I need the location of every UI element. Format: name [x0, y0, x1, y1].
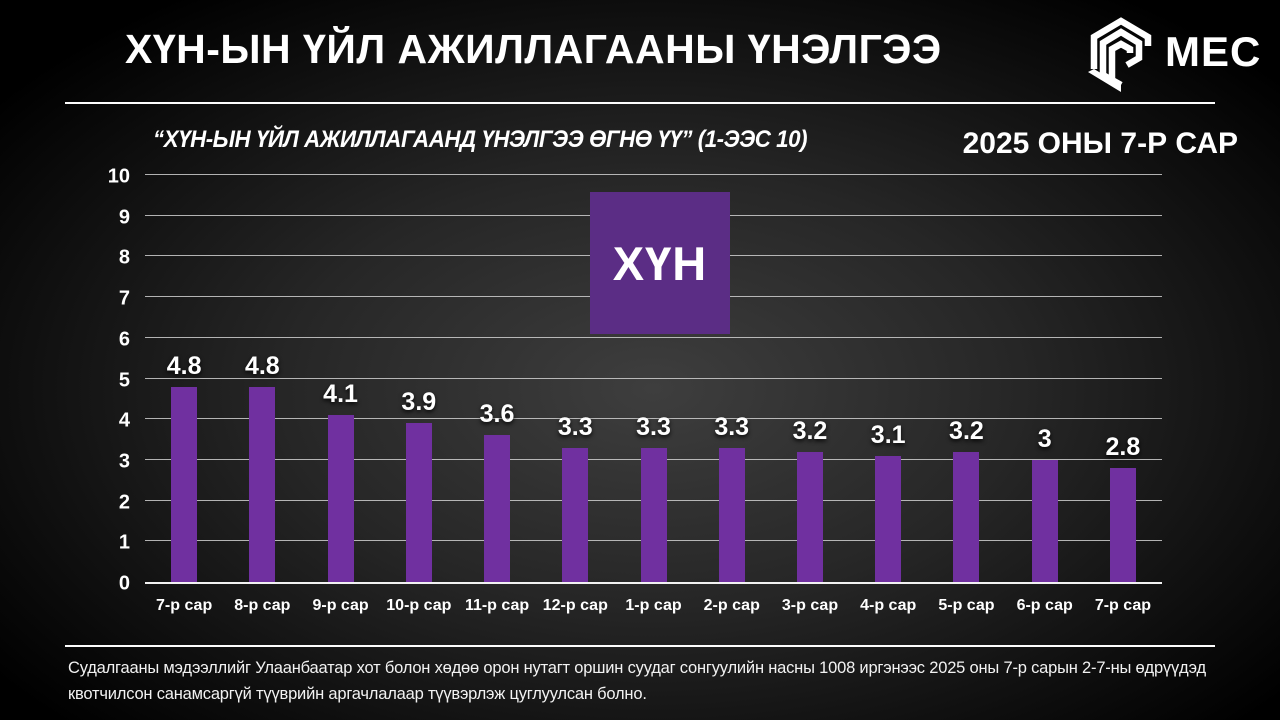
y-axis-tick-label: 10 [107, 165, 130, 188]
x-axis-tick-label: 11-р сар [464, 597, 530, 614]
y-axis-tick-label: 9 [118, 206, 130, 229]
x-axis: 7-р сар 8-р сар 9-р сар 10-р сар 11-р сар 12-… [145, 597, 1162, 615]
bar [484, 435, 511, 582]
hun-party-logo: ХҮН [590, 192, 730, 334]
bar [171, 386, 198, 582]
footer-note: Судалгааны мэдээллийг Улаанбаатар хот бо… [68, 659, 1206, 704]
y-axis-tick-label: 2 [118, 491, 130, 514]
bar [796, 451, 823, 582]
x-axis-tick-label: 8-р сар [234, 597, 291, 614]
x-axis-tick-label: 2-р сар [703, 597, 760, 614]
bar [1109, 468, 1136, 582]
bar-value-label: 2.8 [1105, 433, 1141, 462]
bar-value-label: 3.2 [792, 416, 828, 445]
chart-subtitle: “ХҮН-ЫН ҮЙЛ АЖИЛЛАГААНД ҮНЭЛГЭЭ ӨГНӨ ҮҮ”… [153, 126, 808, 153]
x-axis-tick-label: 7-р сар [156, 597, 213, 614]
bar [249, 386, 276, 582]
y-axis: 0 1 2 3 4 5 6 7 8 9 10 [0, 166, 130, 595]
bar-value-label: 4.8 [166, 351, 202, 380]
mec-logo: MEC [1087, 4, 1260, 94]
bar [1031, 459, 1058, 582]
x-axis-tick-label: 9-р сар [312, 597, 369, 614]
hun-party-logo-text: ХҮН [612, 236, 708, 290]
x-axis-tick-label: 1-р сар [625, 597, 682, 614]
bar-value-label: 3.6 [479, 400, 515, 429]
bar-value-label: 3.9 [401, 388, 437, 417]
y-axis-tick-label: 7 [118, 287, 130, 310]
x-axis-tick-label: 4-р сар [860, 597, 917, 614]
bar [953, 451, 980, 582]
x-axis-tick-label: 7-р сар [1094, 597, 1152, 614]
bar-value-label: 4.8 [244, 351, 280, 380]
bar-value-label: 3.3 [557, 412, 593, 441]
bar-value-label: 3.1 [870, 420, 906, 449]
bar [875, 455, 902, 582]
bar [562, 447, 589, 582]
bar [405, 423, 432, 582]
gridline [145, 174, 1162, 175]
y-axis-tick-label: 5 [118, 369, 130, 391]
x-axis-tick-label: 5-р сар [938, 597, 995, 614]
plot-area: 4.8 4.8 4.1 3.9 3.6 3.3 3.3 3.3 3.2 3.1 3.2 3 2.8 [145, 174, 1162, 584]
bar-value-label: 4.1 [323, 380, 358, 409]
x-axis-tick-label: 12-р сар [542, 597, 608, 614]
bar-value-label: 3.3 [636, 412, 671, 441]
y-axis-tick-label: 0 [118, 572, 130, 595]
bar [640, 447, 667, 582]
gridline [145, 418, 1162, 420]
bar [327, 415, 354, 582]
x-axis-tick-label: 3-р сар [781, 597, 839, 614]
x-axis-tick-label: 6-р сар [1016, 597, 1073, 614]
page-title: ХҮН-ЫН ҮЙЛ АЖИЛЛАГААНЫ ҮНЭЛГЭЭ [125, 26, 942, 72]
y-axis-tick-label: 1 [118, 531, 130, 554]
bar-value-label: 3.2 [949, 416, 984, 445]
y-axis-tick-label: 8 [118, 246, 130, 269]
y-axis-tick-label: 4 [118, 409, 130, 432]
bottom-divider [65, 645, 1215, 647]
gridline [145, 336, 1162, 338]
bar [718, 447, 745, 582]
x-axis-tick-label: 10-р сар [386, 597, 452, 614]
y-axis-tick-label: 3 [118, 450, 130, 473]
bar-value-label: 3.3 [714, 412, 750, 441]
y-axis-tick-label: 6 [118, 328, 130, 351]
period-label: 2025 ОНЫ 7-Р САР [962, 127, 1238, 160]
gridline [145, 377, 1162, 379]
top-divider [65, 102, 1215, 104]
mec-logo-text: MEC [1165, 28, 1262, 75]
bar-value-label: 3 [1037, 424, 1052, 453]
